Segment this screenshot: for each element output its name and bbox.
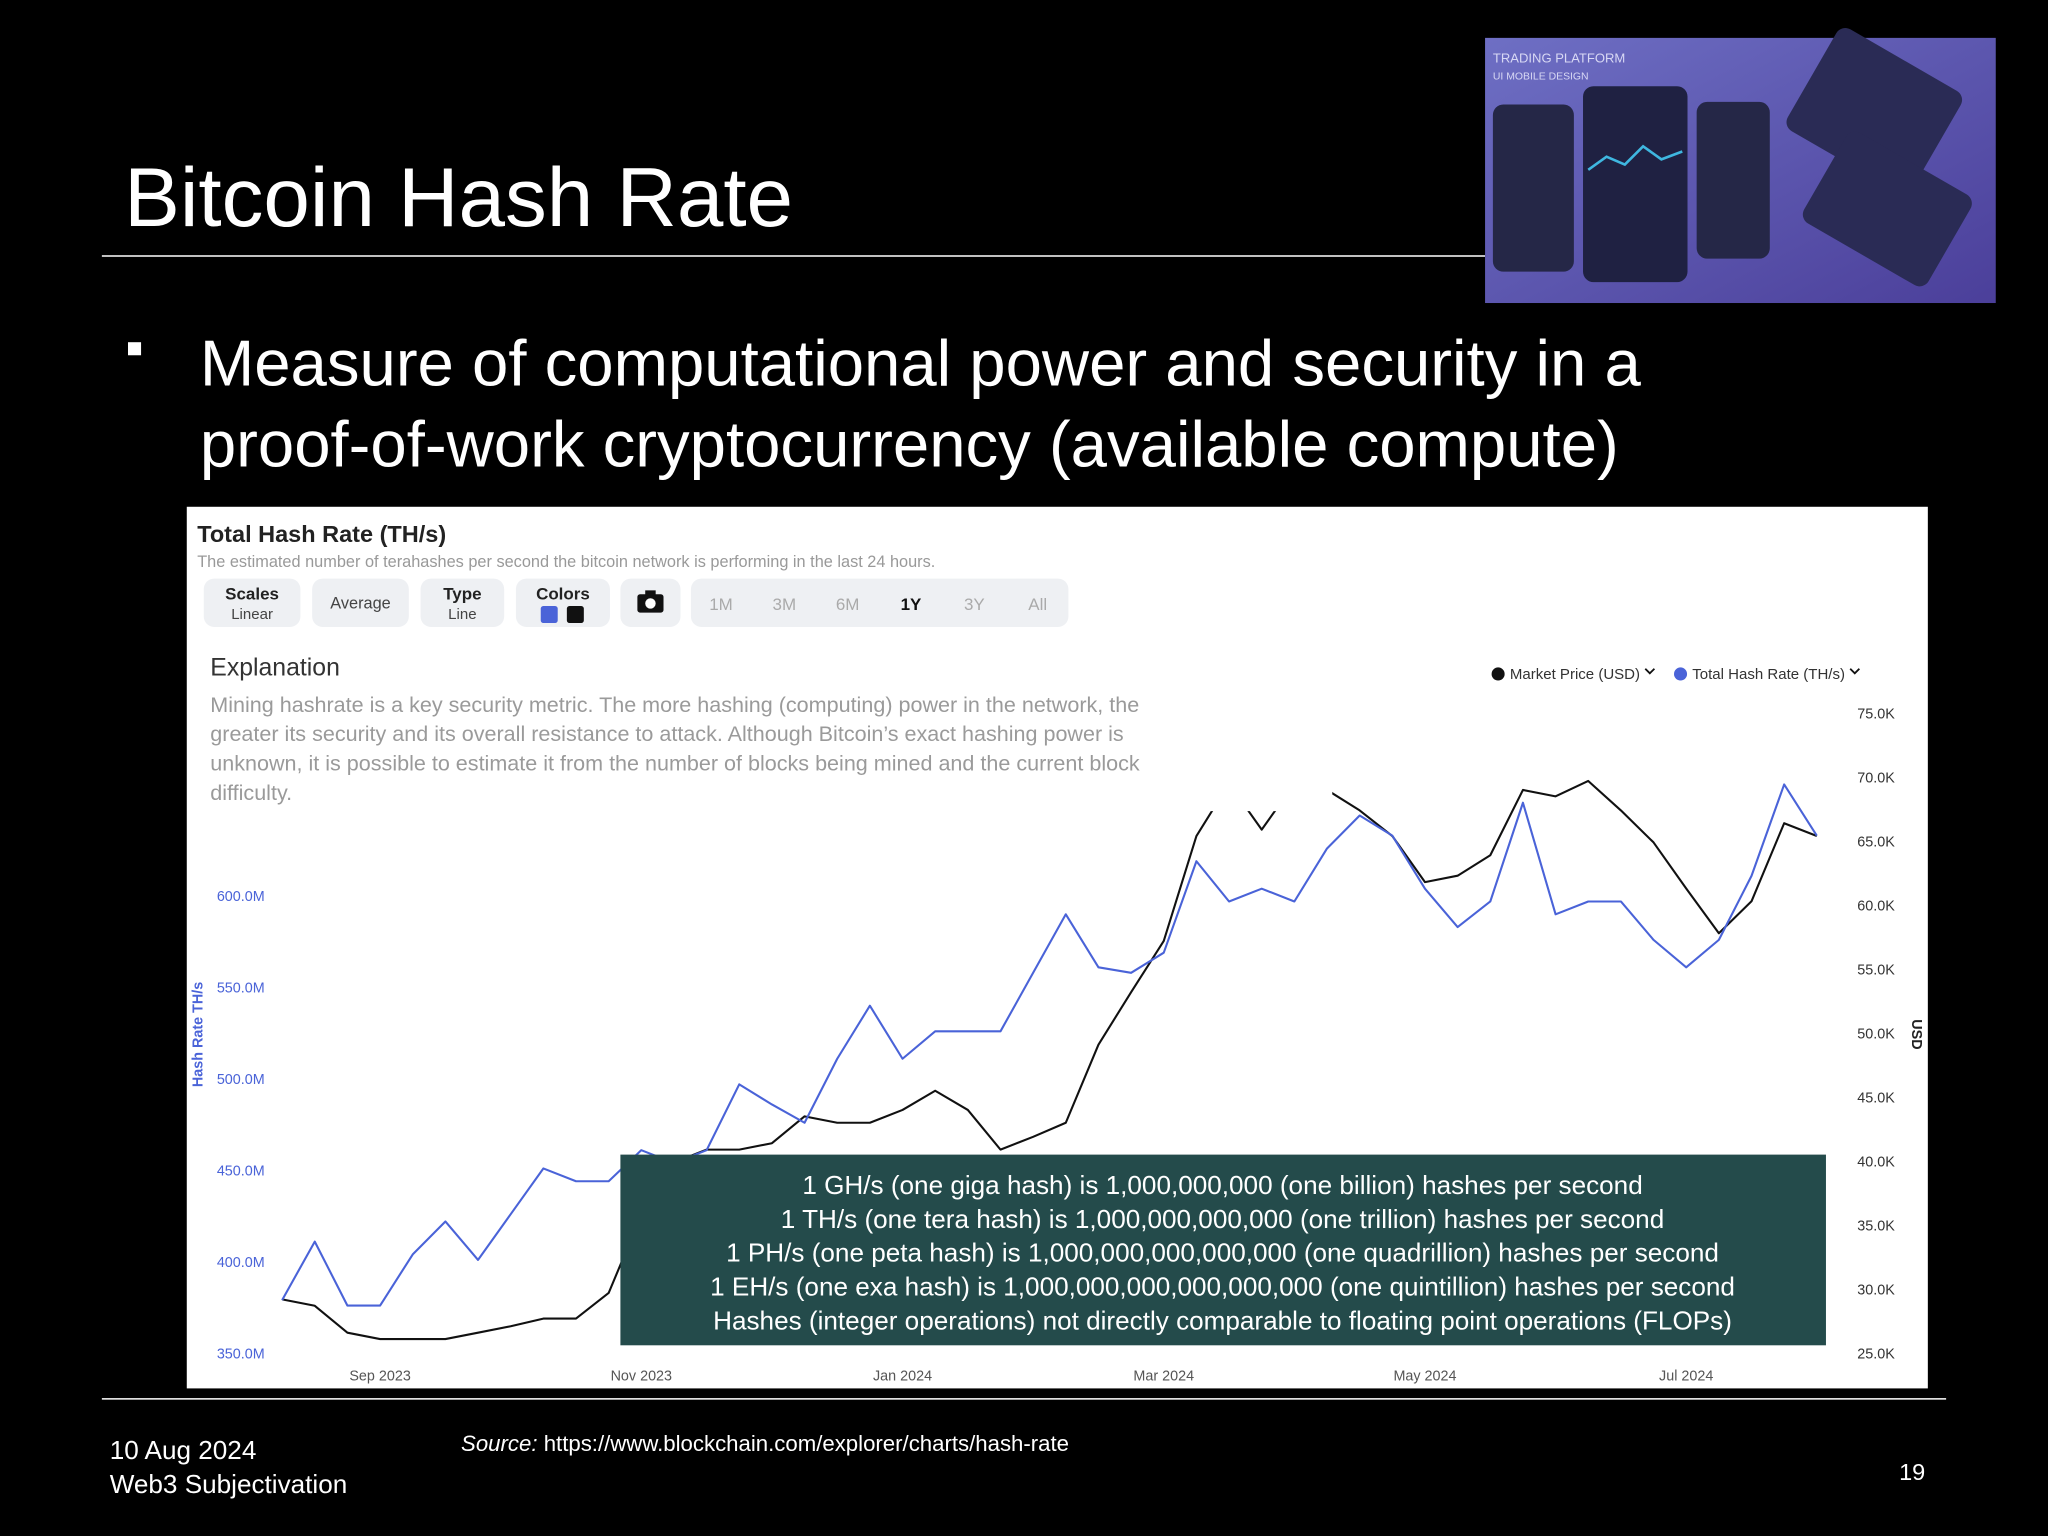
explanation-line: unknown, it is possible to estimate it f… xyxy=(210,751,1140,776)
plot: 350.0M 400.0M 450.0M 500.0M 550.0M 600.0M 25.0… xyxy=(217,706,1895,1384)
x-tick-label: Jan 2024 xyxy=(873,1369,932,1385)
legend-label[interactable]: Market Price (USD) xyxy=(1510,666,1640,683)
y-tick-label: 550.0M xyxy=(217,981,265,997)
source-label: Source: xyxy=(461,1431,537,1456)
control-button[interactable] xyxy=(312,578,409,627)
y2-tick-label: 45.0K xyxy=(1857,1090,1895,1106)
control-label: Type xyxy=(443,585,481,604)
control-button[interactable] xyxy=(420,578,505,627)
phone xyxy=(1492,104,1574,272)
explanation-heading: Explanation xyxy=(210,654,340,681)
thumbnail-decor xyxy=(1587,144,1683,171)
range-buttons: 1M 3M 6M 1Y 3Y All xyxy=(709,595,1047,614)
explanation-line: difficulty. xyxy=(210,780,292,805)
legend-chevron xyxy=(1644,668,1656,675)
y-tick-label: 350.0M xyxy=(217,1346,265,1362)
series-line xyxy=(281,779,1818,1341)
y2-tick-label: 60.0K xyxy=(1857,898,1895,914)
range-button[interactable]: 1Y xyxy=(901,595,922,614)
chart-subtitle: The estimated number of terahashes per s… xyxy=(197,553,935,571)
note-line: Hashes (integer operations) not directly… xyxy=(713,1306,1732,1336)
legend-label[interactable]: Total Hash Rate (TH/s) xyxy=(1692,666,1845,683)
explanation-text: Mining hashrate is a key security metric… xyxy=(210,692,1140,805)
range-button[interactable]: 1M xyxy=(709,595,733,614)
y2-tick-label: 25.0K xyxy=(1857,1346,1895,1362)
control-button[interactable] xyxy=(515,578,610,627)
slide-title: Bitcoin Hash Rate xyxy=(124,150,793,244)
x-tick-label: Nov 2023 xyxy=(611,1369,672,1385)
explanation-line: Mining hashrate is a key security metric… xyxy=(210,692,1139,717)
note-line: 1 TH/s (one tera hash) is 1,000,000,000,… xyxy=(781,1204,1664,1234)
range-button[interactable]: 3M xyxy=(773,595,797,614)
legend-chevron xyxy=(1849,668,1860,675)
control-label: Average xyxy=(330,595,390,613)
y-tick-label: 500.0M xyxy=(217,1072,265,1088)
chart-title: Total Hash Rate (TH/s) xyxy=(197,521,446,547)
legend-swatch xyxy=(1491,667,1505,681)
explanation-panel xyxy=(195,646,1333,812)
range-group xyxy=(690,578,1069,627)
bullet-line: proof-of-work cryptocurrency (available … xyxy=(200,407,1619,480)
bullet xyxy=(128,342,142,356)
footer-event: Web3 Subjectivation xyxy=(110,1469,348,1499)
y2-tick-label: 75.0K xyxy=(1857,706,1895,722)
series-line xyxy=(281,783,1818,1307)
y2-axis-label: USD xyxy=(1908,1019,1924,1049)
source-url: https://www.blockchain.com/explorer/char… xyxy=(544,1431,1069,1456)
footer-date: 10 Aug 2024 xyxy=(110,1435,257,1465)
color-swatch xyxy=(540,606,558,624)
thumbnail-text: UI MOBILE DESIGN xyxy=(1493,72,1589,83)
y2-tick-label: 65.0K xyxy=(1857,834,1895,850)
y2-tick-label: 30.0K xyxy=(1857,1282,1895,1298)
y2-tick-label: 55.0K xyxy=(1857,962,1895,978)
range-button[interactable]: All xyxy=(1028,595,1047,614)
bullet-line: Measure of computational power and secur… xyxy=(200,326,1642,399)
camera-icon xyxy=(645,598,656,609)
y-tick-label: 600.0M xyxy=(217,889,265,905)
x-tick-label: May 2024 xyxy=(1393,1369,1456,1385)
y2-tick-label: 35.0K xyxy=(1857,1218,1895,1234)
x-tick-label: Mar 2024 xyxy=(1133,1369,1194,1385)
note-text: 1 GH/s (one giga hash) is 1,000,000,000 … xyxy=(710,1170,1735,1336)
y2-tick-label: 70.0K xyxy=(1857,770,1895,786)
phone xyxy=(1583,86,1688,283)
note-line: 1 EH/s (one exa hash) is 1,000,000,000,0… xyxy=(710,1272,1735,1302)
page-number: 19 xyxy=(1899,1459,1925,1485)
x-tick-label: Jul 2024 xyxy=(1659,1369,1713,1385)
phone xyxy=(1802,131,1972,287)
controls: Scales Linear Average Type Line Colors 1… xyxy=(203,578,1069,627)
control-value: Linear xyxy=(231,606,273,623)
note-box xyxy=(620,1154,1826,1346)
range-button[interactable]: 6M xyxy=(836,595,860,614)
legend: Market Price (USD) Total Hash Rate (TH/s) xyxy=(1491,666,1860,683)
bullet-text: Measure of computational power and secur… xyxy=(200,326,1642,480)
color-swatch xyxy=(566,606,584,624)
camera-icon xyxy=(645,590,656,596)
legend-swatch xyxy=(1673,667,1688,681)
phone xyxy=(1696,101,1770,259)
note-line: 1 PH/s (one peta hash) is 1,000,000,000,… xyxy=(726,1238,1719,1268)
thumbnail-text: TRADING PLATFORM xyxy=(1493,51,1625,66)
thumbnail: TRADING PLATFORM UI MOBILE DESIGN xyxy=(1485,28,1996,304)
control-button[interactable] xyxy=(203,578,301,627)
y-tick-label: 400.0M xyxy=(217,1255,265,1271)
control-label: Colors xyxy=(536,585,590,604)
footer-source: Source: https://www.blockchain.com/explo… xyxy=(461,1431,1069,1456)
note-line: 1 GH/s (one giga hash) is 1,000,000,000 … xyxy=(802,1170,1642,1200)
control-value: Line xyxy=(448,606,476,623)
phone xyxy=(1786,28,1963,195)
control-label: Scales xyxy=(225,585,279,604)
range-button[interactable]: 3Y xyxy=(964,595,985,614)
x-tick-label: Sep 2023 xyxy=(349,1369,410,1385)
y-axis-label: Hash Rate TH/s xyxy=(190,982,206,1087)
explanation-line: greater its security and its overall res… xyxy=(210,721,1123,746)
y2-tick-label: 50.0K xyxy=(1857,1026,1895,1042)
y-tick-label: 450.0M xyxy=(217,1164,265,1180)
y2-tick-label: 40.0K xyxy=(1857,1154,1895,1170)
